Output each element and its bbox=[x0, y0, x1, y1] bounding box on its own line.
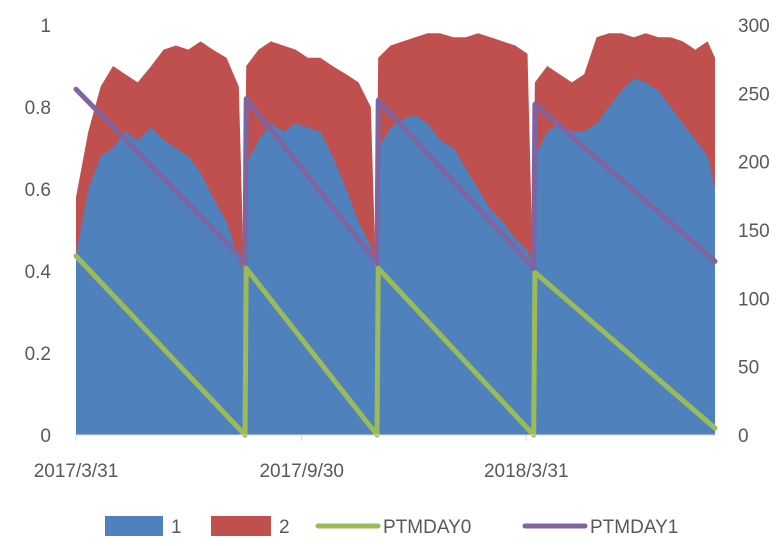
y-left-tick-label: 0.8 bbox=[25, 98, 51, 119]
legend-swatch-1 bbox=[105, 516, 163, 536]
y-right-tick-label: 150 bbox=[738, 221, 770, 242]
line-ptmday1 bbox=[73, 86, 718, 271]
y-left-tick-label: 0.4 bbox=[25, 262, 52, 283]
x-tick-label: 2017/9/30 bbox=[259, 461, 344, 482]
y-right-tick-label: 300 bbox=[738, 16, 770, 37]
y-right-tick-label: 0 bbox=[738, 426, 749, 447]
area-series-1 bbox=[76, 78, 715, 436]
legend-label-ptmday0: PTMDAY0 bbox=[383, 517, 471, 538]
y-left-tick-label: 0.6 bbox=[25, 180, 51, 201]
y-left-tick-label: 0 bbox=[40, 426, 51, 447]
legend-label-2: 2 bbox=[279, 517, 290, 538]
x-tick-label: 2018/3/31 bbox=[484, 461, 569, 482]
y-right-tick-label: 100 bbox=[738, 289, 770, 310]
legend: 1 2 PTMDAY0 PTMDAY1 bbox=[105, 516, 678, 538]
y-left-tick-label: 1 bbox=[40, 16, 51, 37]
line-series bbox=[73, 86, 718, 438]
y-left-tick-label: 0.2 bbox=[25, 344, 51, 365]
legend-swatch-2 bbox=[211, 516, 271, 536]
y-right-tick-label: 50 bbox=[738, 358, 759, 379]
line-ptmday0 bbox=[73, 253, 718, 438]
x-tick-label: 2017/3/31 bbox=[34, 461, 119, 482]
stacked-areas bbox=[76, 33, 715, 436]
y-right-tick-label: 250 bbox=[738, 84, 770, 105]
y-right-tick-label: 200 bbox=[738, 153, 770, 174]
legend-label-ptmday1: PTMDAY1 bbox=[590, 517, 678, 538]
axes: 2017/3/31 2017/9/30 2018/3/31 0 0.2 0.4 0.6 0.8… bbox=[25, 16, 770, 482]
legend-label-1: 1 bbox=[171, 517, 182, 538]
